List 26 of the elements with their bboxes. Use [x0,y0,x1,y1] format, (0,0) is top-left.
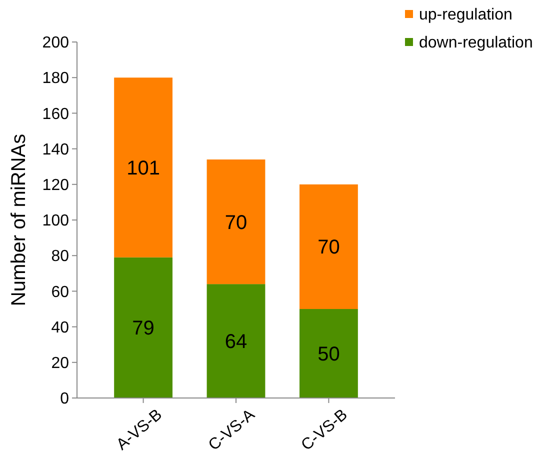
bar [206,284,266,398]
y-tick-label: 140 [42,141,70,158]
y-tick-label: 40 [51,319,70,336]
data-label: 101 [126,157,160,180]
y-tick-label: 20 [51,355,70,372]
y-tick-label: 200 [42,34,70,52]
legend-label: down-regulation [419,34,533,52]
bar [114,78,172,258]
data-label: 79 [132,318,154,340]
data-label: 50 [318,344,340,366]
y-tick-label: 80 [51,248,70,266]
bar [300,184,358,309]
legend-label: up-regulation [419,6,512,24]
y-axis-title: Number of miRNAs [8,134,30,306]
data-label: 70 [224,212,248,234]
y-tick-label: 180 [42,70,70,88]
data-label: 64 [224,331,248,354]
data-label: 70 [318,236,340,259]
bar [300,309,358,398]
y-tick-label: 100 [42,212,70,230]
y-tick-label: 160 [42,106,70,123]
y-tick-label: 120 [42,177,70,194]
bar [206,159,266,284]
y-tick-label: 0 [60,390,70,408]
bar [114,257,172,398]
y-tick-label: 60 [51,284,70,301]
